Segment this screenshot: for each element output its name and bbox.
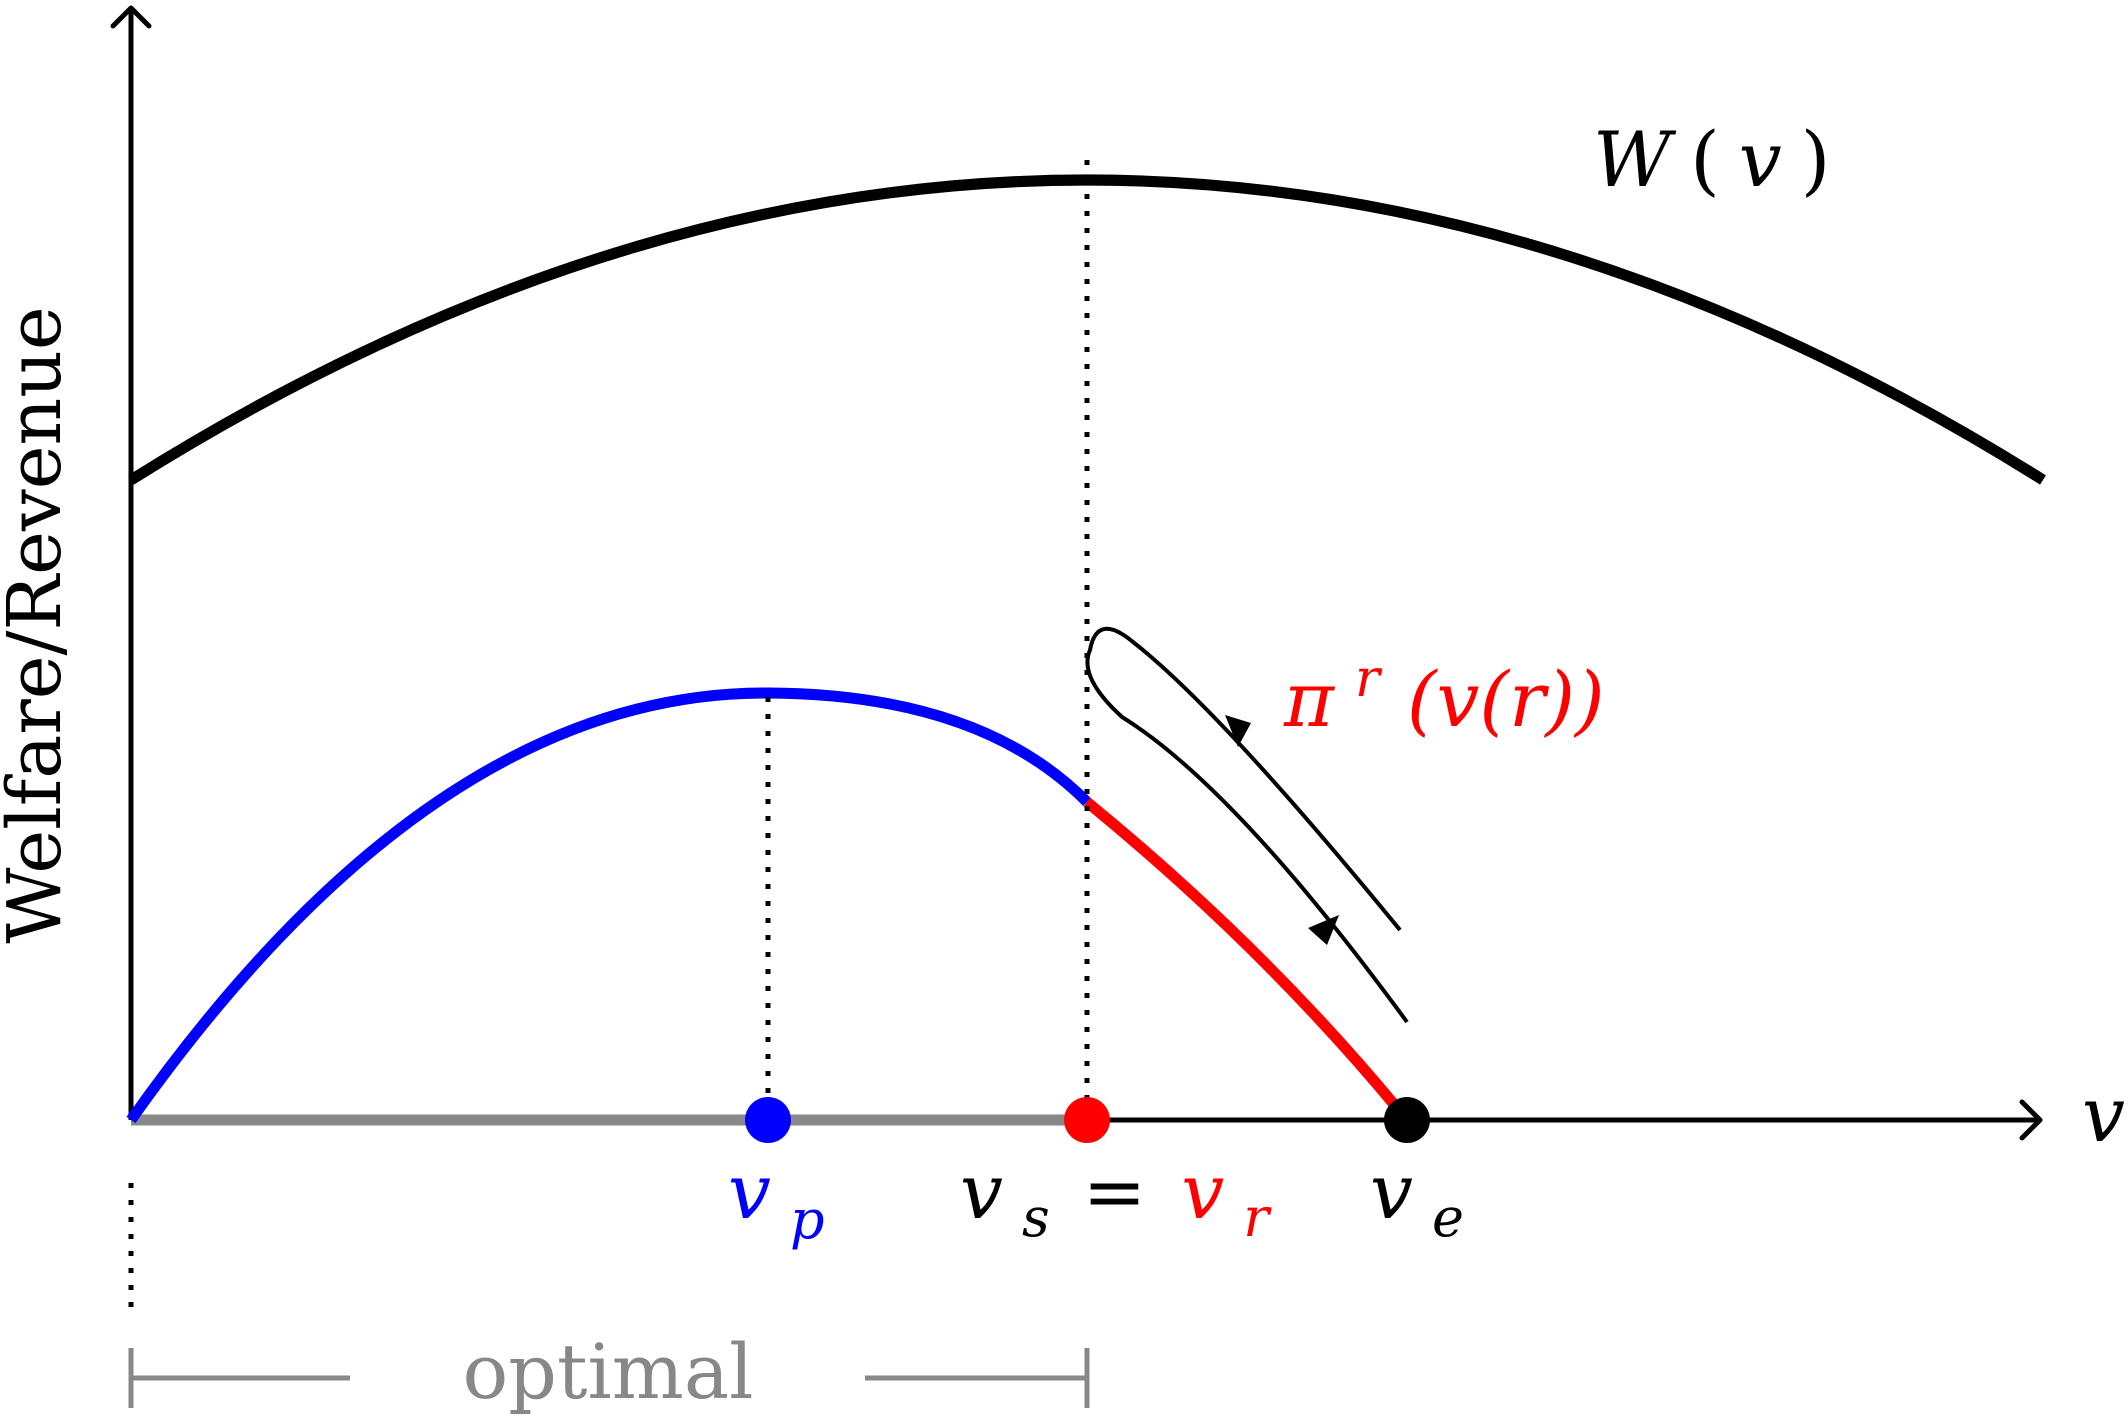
point-vs-vr-label: v s = v r — [960, 1147, 1272, 1253]
cycle-arrow-head-up — [1225, 715, 1251, 747]
revenue-label-main: π — [1283, 655, 1336, 744]
cycle-arrow-head-down — [1308, 915, 1339, 945]
vp-main: v — [728, 1147, 771, 1236]
welfare-label-arg: v — [1739, 115, 1782, 204]
x-axis-arrowhead — [2019, 1099, 2043, 1141]
ve-main: v — [1370, 1147, 1413, 1236]
point-ve-label: v e — [1370, 1147, 1464, 1249]
y-axis-arrowhead — [110, 5, 152, 29]
x-axis-label: v — [2082, 1070, 2125, 1159]
welfare-label-open: ( — [1690, 115, 1720, 204]
ve-sub: e — [1432, 1186, 1464, 1249]
vr-main: v — [1181, 1147, 1224, 1236]
vr-sub: r — [1243, 1186, 1272, 1249]
vp-sub: p — [790, 1188, 825, 1251]
revenue-curve-blue-segment — [126, 687, 1091, 1124]
vs-main: v — [960, 1147, 1003, 1236]
point-ve — [1384, 1097, 1430, 1143]
revenue-curve-red-segment — [1083, 797, 1412, 1124]
vs-vr-equals: = — [1083, 1147, 1147, 1236]
point-vp — [745, 1097, 791, 1143]
revenue-label-sup: r — [1355, 649, 1383, 709]
revenue-label-inner: (v(r)) — [1407, 655, 1605, 744]
optimal-range-label: optimal — [463, 1327, 754, 1416]
welfare-curve-label: W ( v ) — [1593, 115, 1830, 204]
vs-sub: s — [1022, 1186, 1050, 1249]
welfare-label-main: W — [1593, 115, 1677, 204]
y-axis-label: Welfare/Revenue — [0, 306, 78, 943]
revenue-curve-label: π r (v(r)) — [1283, 629, 1605, 744]
welfare-label-close: ) — [1801, 115, 1831, 204]
point-vs-vr — [1064, 1097, 1110, 1143]
point-vp-label: v p — [728, 1147, 825, 1251]
